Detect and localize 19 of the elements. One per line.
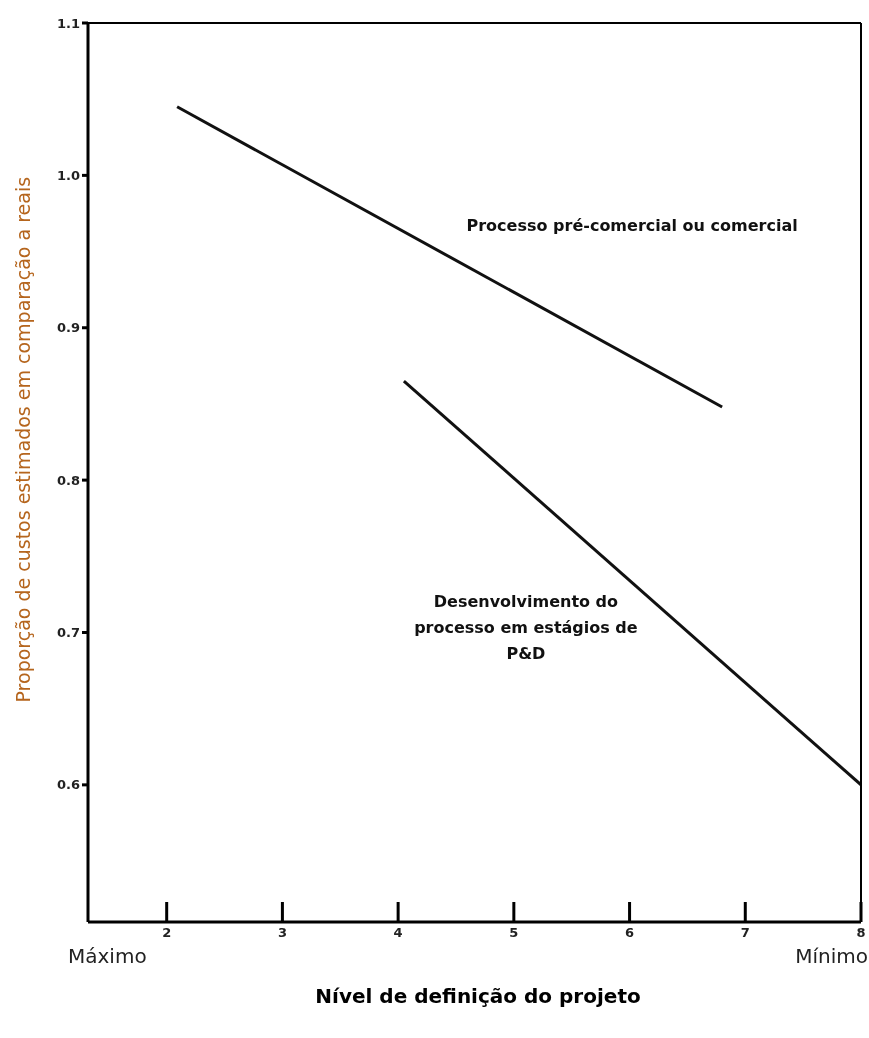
y-tick-label: 0.9 <box>56 320 80 336</box>
series-label: Processo pré-comercial ou comercial <box>466 215 798 235</box>
x-axis-title: Nível de definição do projeto <box>314 984 642 1008</box>
x-tick-label: 7 <box>740 925 750 941</box>
text: Máximo <box>68 944 147 968</box>
x-tick-label: 3 <box>277 925 287 941</box>
y-tick-label: 1.0 <box>56 167 80 183</box>
text: Mínimo <box>795 944 868 968</box>
y-tick-label: 0.8 <box>56 472 80 488</box>
x-tick-label: 4 <box>393 925 403 941</box>
series-label: Desenvolvimento do processo em estágios de P&D <box>414 592 638 664</box>
y-tick-label: 1.1 <box>56 15 80 31</box>
x-tick-label: 2 <box>162 925 172 941</box>
y-axis-title: Proporção de custos estimados em comparação a reais <box>11 176 34 703</box>
x-tick-label: 5 <box>509 925 519 941</box>
y-tick-label: 0.6 <box>56 777 80 793</box>
x-tick-label: 8 <box>856 925 866 941</box>
y-tick-label: 0.7 <box>56 625 80 641</box>
x-tick-label: 6 <box>625 925 635 941</box>
